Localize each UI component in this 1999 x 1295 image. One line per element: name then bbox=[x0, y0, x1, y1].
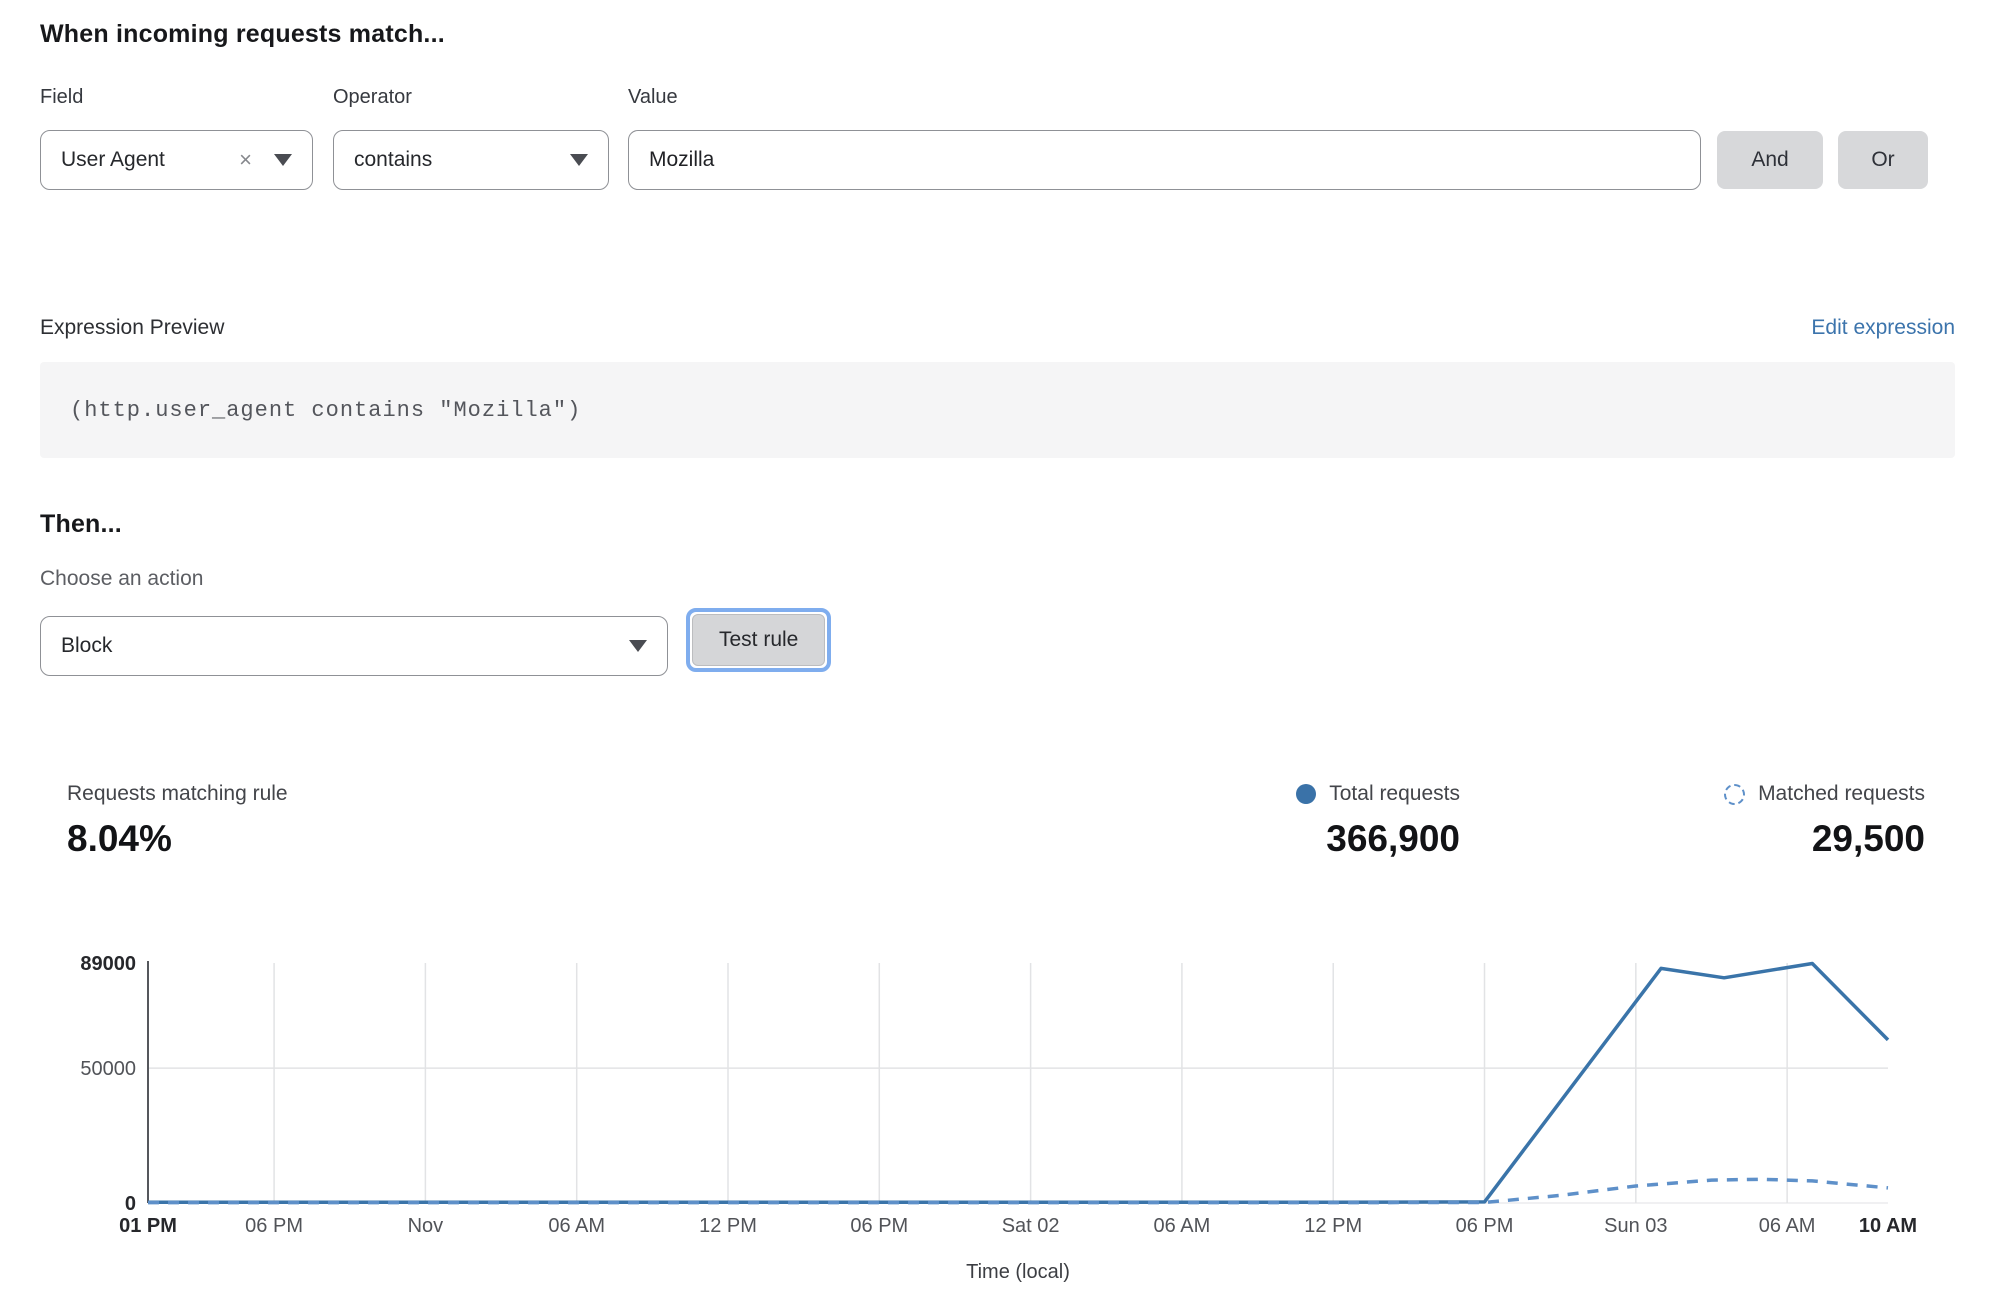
x-tick-label: 06 AM bbox=[1154, 1215, 1211, 1237]
stat-requests-matching: Requests matching rule 8.04% bbox=[67, 782, 288, 860]
chevron-down-icon bbox=[570, 154, 588, 166]
test-rule-button[interactable]: Test rule bbox=[692, 614, 826, 666]
or-button[interactable]: Or bbox=[1838, 131, 1928, 189]
y-tick-label: 50000 bbox=[80, 1058, 136, 1080]
x-tick-label: Nov bbox=[408, 1215, 444, 1237]
stat-total-label-row: Total requests bbox=[1296, 782, 1460, 806]
stat-total-requests: Total requests 366,900 bbox=[1296, 782, 1460, 860]
requests-line-chart: 89000 50000 0 01 PM 06 PM Nov 06 AM 12 PM 06 PM S… bbox=[0, 940, 1999, 1295]
field-select[interactable]: User Agent × bbox=[40, 130, 313, 190]
stat-matched-requests: Matched requests 29,500 bbox=[1724, 782, 1925, 860]
choose-action-label: Choose an action bbox=[40, 567, 204, 590]
x-tick-label: 06 AM bbox=[1759, 1215, 1816, 1237]
value-input-wrapper bbox=[628, 130, 1701, 190]
stat-matched-value: 29,500 bbox=[1811, 818, 1925, 859]
total-requests-legend-dot-icon bbox=[1296, 784, 1317, 804]
x-tick-label: Sat 02 bbox=[1002, 1215, 1060, 1237]
operator-select-value: contains bbox=[354, 148, 433, 171]
operator-label: Operator bbox=[333, 86, 412, 108]
y-tick-label: 89000 bbox=[80, 953, 136, 975]
stat-matching-value: 8.04% bbox=[67, 818, 172, 859]
edit-expression-link[interactable]: Edit expression bbox=[1811, 316, 1955, 339]
field-label: Field bbox=[40, 86, 84, 108]
stat-matching-label: Requests matching rule bbox=[67, 782, 288, 805]
x-tick-label: 06 PM bbox=[850, 1215, 908, 1237]
stat-matched-label-row: Matched requests bbox=[1724, 782, 1925, 806]
series-total bbox=[148, 961, 1890, 1204]
clear-field-icon[interactable]: × bbox=[239, 147, 252, 172]
stat-total-label: Total requests bbox=[1329, 782, 1460, 805]
chevron-down-icon bbox=[274, 154, 292, 166]
stat-matched-label: Matched requests bbox=[1758, 782, 1925, 805]
matched-requests-legend-circle-icon bbox=[1724, 783, 1746, 805]
value-input[interactable] bbox=[649, 148, 1680, 172]
x-axis-title: Time (local) bbox=[966, 1261, 1070, 1283]
x-tick-label: 06 PM bbox=[1456, 1215, 1514, 1237]
x-tick-label: 12 PM bbox=[1304, 1215, 1362, 1237]
expression-preview-label: Expression Preview bbox=[40, 316, 225, 339]
x-tick-label: 06 AM bbox=[548, 1215, 605, 1237]
stat-total-value: 366,900 bbox=[1326, 818, 1460, 859]
y-tick-label: 0 bbox=[125, 1193, 136, 1215]
chevron-down-icon bbox=[629, 640, 647, 652]
x-tick-label: 01 PM bbox=[119, 1215, 177, 1237]
then-heading: Then... bbox=[40, 510, 122, 538]
x-tick-label: 10 AM bbox=[1859, 1215, 1917, 1237]
and-button[interactable]: And bbox=[1717, 131, 1823, 189]
series-matched bbox=[148, 1177, 1889, 1205]
expression-code: (http.user_agent contains "Mozilla") bbox=[70, 397, 582, 423]
x-tick-label: Sun 03 bbox=[1604, 1215, 1667, 1237]
rule-match-heading: When incoming requests match... bbox=[40, 20, 445, 48]
x-tick-label: 12 PM bbox=[699, 1215, 757, 1237]
expression-code-block: (http.user_agent contains "Mozilla") bbox=[40, 362, 1955, 458]
value-label: Value bbox=[628, 86, 678, 108]
action-select[interactable]: Block bbox=[40, 616, 668, 676]
test-rule-focus-ring: Test rule bbox=[686, 608, 832, 672]
field-select-value: User Agent bbox=[61, 148, 165, 171]
operator-select[interactable]: contains bbox=[333, 130, 609, 190]
x-tick-label: 06 PM bbox=[245, 1215, 303, 1237]
action-select-value: Block bbox=[61, 634, 113, 657]
